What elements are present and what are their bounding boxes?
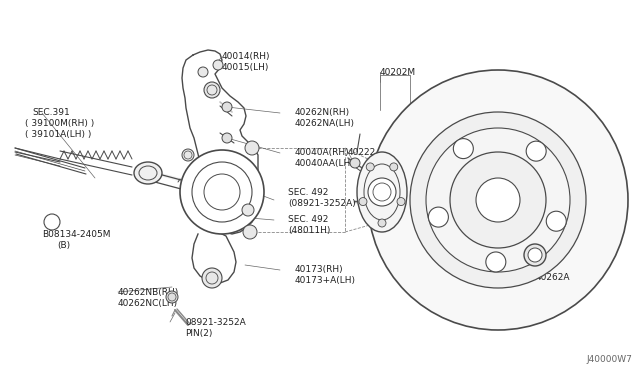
Circle shape [222,102,232,112]
Circle shape [198,67,208,77]
Text: SEC. 492: SEC. 492 [288,188,328,197]
Text: 40040A(RH): 40040A(RH) [295,148,349,157]
Ellipse shape [134,162,162,184]
Text: 40262NA(LH): 40262NA(LH) [295,119,355,128]
Text: (48011H): (48011H) [288,226,330,235]
Circle shape [44,214,60,230]
Circle shape [378,219,386,227]
Text: 40015(LH): 40015(LH) [222,63,269,72]
Circle shape [213,60,223,70]
Circle shape [428,207,449,227]
Circle shape [526,141,546,161]
Circle shape [410,112,586,288]
Circle shape [397,198,405,206]
Circle shape [453,139,474,158]
Text: 40014(RH): 40014(RH) [222,52,271,61]
Text: J40000W7: J40000W7 [586,355,632,364]
Text: (08921-3252A): (08921-3252A) [288,199,356,208]
Ellipse shape [357,152,407,232]
Text: 40207: 40207 [490,168,518,177]
Text: 40040AA(LH): 40040AA(LH) [295,159,355,168]
Text: (B): (B) [57,241,70,250]
Text: 40262: 40262 [536,252,564,261]
Circle shape [180,150,264,234]
Text: 40202M: 40202M [380,68,416,77]
Circle shape [243,225,257,239]
Circle shape [368,178,396,206]
Circle shape [390,163,397,171]
Text: ( 39101A(LH) ): ( 39101A(LH) ) [25,130,92,139]
Text: SEC. 492: SEC. 492 [288,215,328,224]
Circle shape [222,133,232,143]
Circle shape [204,82,220,98]
Circle shape [359,198,367,206]
Circle shape [450,152,546,248]
Text: ( 39100M(RH) ): ( 39100M(RH) ) [25,119,94,128]
Circle shape [524,244,546,266]
Text: SEC.391: SEC.391 [32,108,70,117]
Circle shape [166,291,178,303]
Circle shape [202,268,222,288]
Circle shape [528,248,542,262]
Text: 40262N(RH): 40262N(RH) [295,108,350,117]
Text: PIN(2): PIN(2) [185,329,212,338]
Circle shape [350,158,360,168]
Circle shape [426,128,570,272]
Circle shape [182,149,194,161]
Circle shape [366,163,374,171]
Text: 40173(RH): 40173(RH) [295,265,344,274]
Circle shape [368,70,628,330]
Text: 40222: 40222 [348,148,376,157]
Text: B: B [49,219,54,225]
Text: 08921-3252A: 08921-3252A [185,318,246,327]
Circle shape [245,141,259,155]
Text: 40262NC(LH): 40262NC(LH) [118,299,178,308]
Text: 40173+A(LH): 40173+A(LH) [295,276,356,285]
Text: 40262A: 40262A [536,273,570,282]
Circle shape [242,204,254,216]
Circle shape [486,252,506,272]
Text: B08134-2405M: B08134-2405M [42,230,111,239]
Circle shape [547,211,566,231]
Circle shape [476,178,520,222]
Text: 40262NB(RH): 40262NB(RH) [118,288,179,297]
